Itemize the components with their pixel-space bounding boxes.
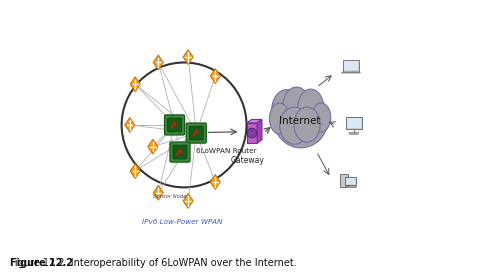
Circle shape <box>173 122 176 126</box>
Ellipse shape <box>280 107 309 144</box>
Ellipse shape <box>272 89 301 131</box>
Circle shape <box>176 152 179 155</box>
Circle shape <box>178 149 182 153</box>
Polygon shape <box>247 119 262 123</box>
Ellipse shape <box>283 87 310 126</box>
Polygon shape <box>125 117 135 132</box>
Text: 6LoWPAN Router: 6LoWPAN Router <box>196 148 257 154</box>
Polygon shape <box>183 50 193 65</box>
Polygon shape <box>347 118 360 128</box>
Polygon shape <box>130 164 141 178</box>
Polygon shape <box>210 175 220 189</box>
Ellipse shape <box>298 89 324 127</box>
Circle shape <box>192 134 195 136</box>
Polygon shape <box>345 186 356 187</box>
Text: Gateway: Gateway <box>231 156 265 165</box>
Ellipse shape <box>274 91 328 148</box>
Polygon shape <box>343 60 359 72</box>
Polygon shape <box>153 185 163 200</box>
Polygon shape <box>130 77 141 92</box>
FancyBboxPatch shape <box>165 115 184 135</box>
Polygon shape <box>346 117 362 129</box>
Polygon shape <box>148 139 158 154</box>
Circle shape <box>194 130 198 134</box>
Text: Internet: Internet <box>279 116 320 126</box>
Polygon shape <box>340 174 348 187</box>
Text: Figure 12.2: Figure 12.2 <box>10 258 73 268</box>
Polygon shape <box>349 133 358 134</box>
Polygon shape <box>344 61 358 70</box>
Ellipse shape <box>294 107 320 142</box>
Polygon shape <box>210 69 220 83</box>
Circle shape <box>171 125 174 128</box>
Polygon shape <box>153 55 163 70</box>
Circle shape <box>247 128 257 138</box>
Ellipse shape <box>312 103 331 132</box>
Polygon shape <box>345 176 356 185</box>
Polygon shape <box>342 72 360 73</box>
Polygon shape <box>183 194 193 208</box>
FancyBboxPatch shape <box>186 123 207 143</box>
FancyBboxPatch shape <box>168 118 181 132</box>
Polygon shape <box>247 123 257 143</box>
FancyBboxPatch shape <box>170 142 190 162</box>
Polygon shape <box>257 119 262 143</box>
Text: Sensor Node: Sensor Node <box>153 194 186 199</box>
FancyBboxPatch shape <box>173 145 187 159</box>
Polygon shape <box>346 178 355 184</box>
FancyBboxPatch shape <box>189 126 203 140</box>
Text: Figure 12.2  Interoperability of 6LoWPAN over the Internet.: Figure 12.2 Interoperability of 6LoWPAN … <box>10 258 297 268</box>
Text: IPv6 Low-Power WPAN: IPv6 Low-Power WPAN <box>142 219 222 225</box>
Ellipse shape <box>270 103 289 134</box>
